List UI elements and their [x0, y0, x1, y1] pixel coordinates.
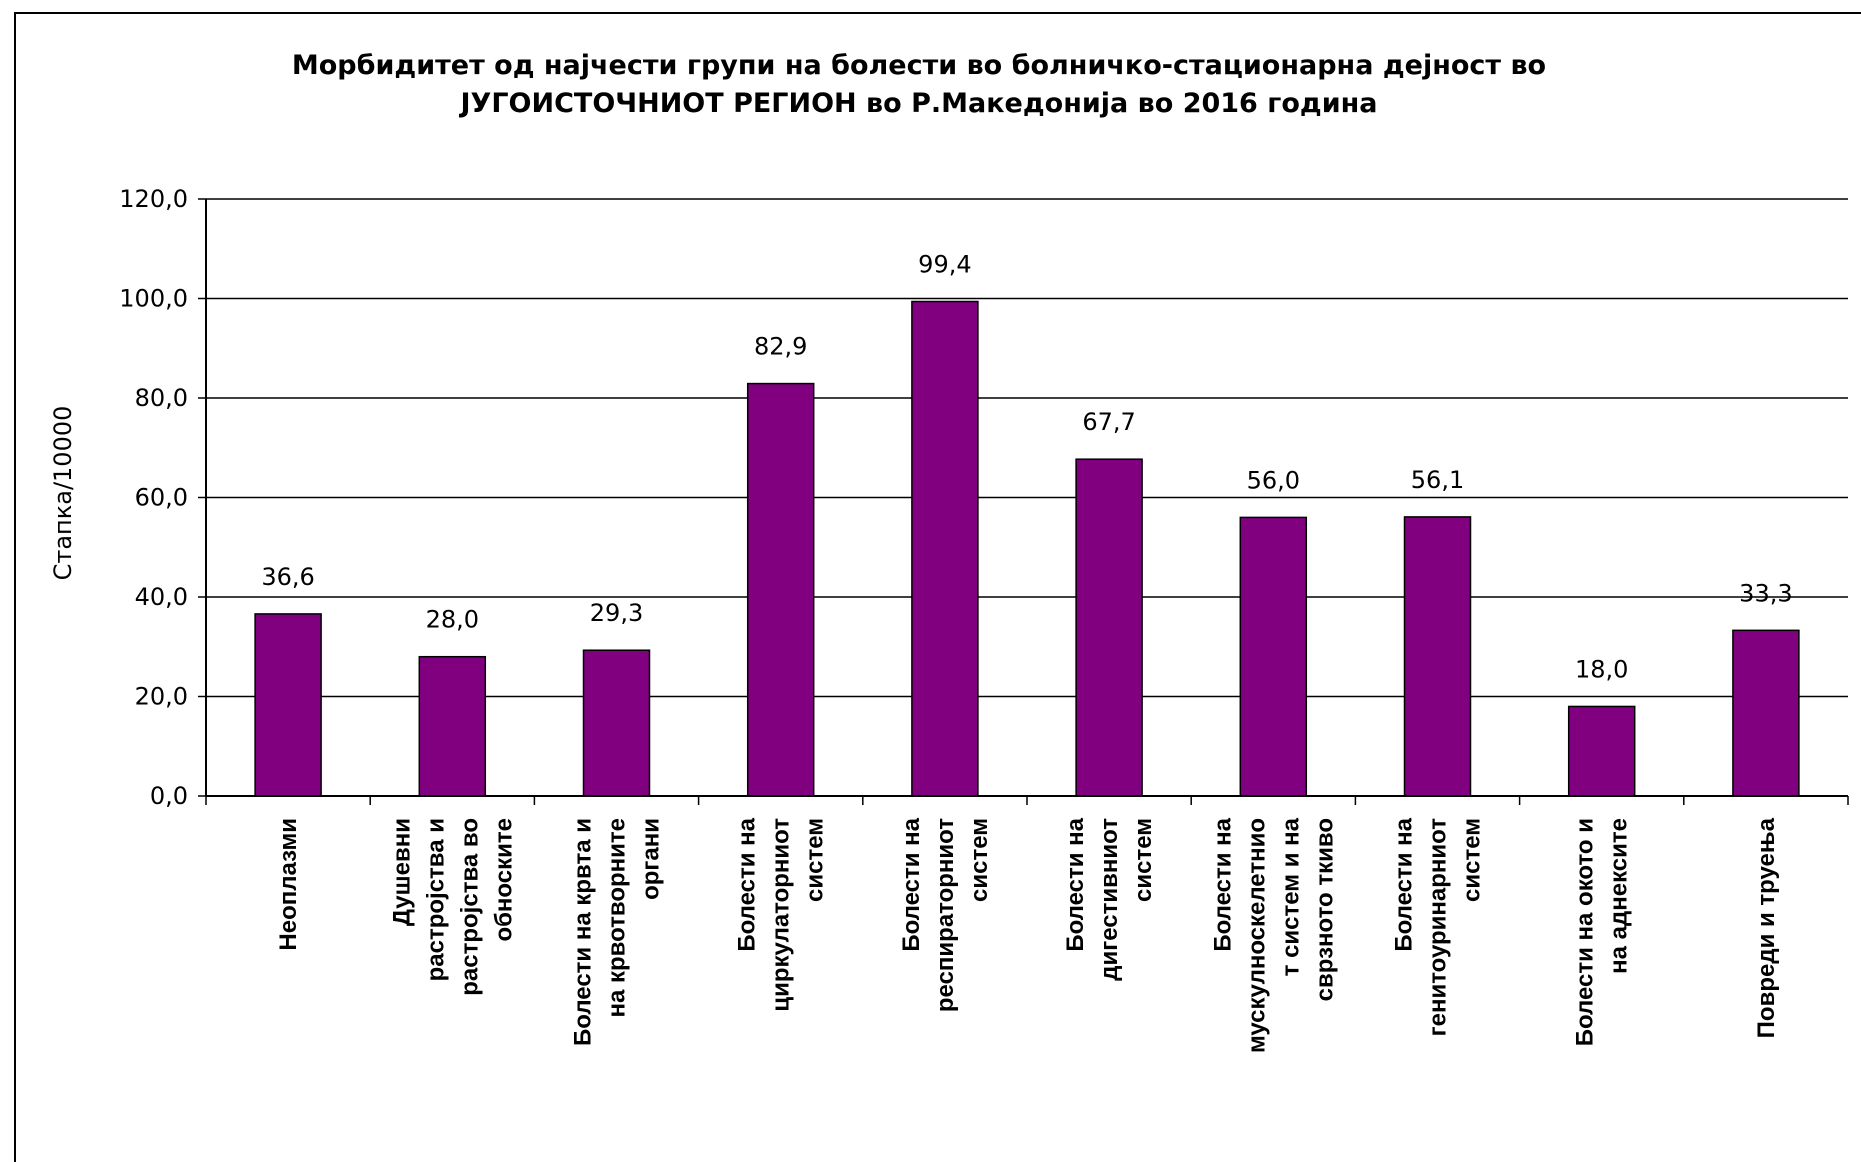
category-label-line: Неоплазми [275, 818, 302, 951]
category-label-line: на крвотворните [604, 818, 631, 1018]
category-label: Повреди и труења [1753, 817, 1780, 1038]
category-label-line: обноските [490, 818, 517, 942]
category-label: Болести на циркулаторниот систем [734, 817, 829, 1011]
bar [1403, 516, 1472, 797]
data-label: 56,0 [1247, 466, 1300, 494]
data-label: 82,9 [754, 333, 807, 361]
data-labels: 36,6 28,0 29,3 82,9 99,4 67,7 56,0 56,1 18,0 33,3 [261, 250, 1792, 683]
category-label: Болести на крвта и на крвотворните органи [570, 818, 665, 1046]
category-label-line: Болести на окото и [1572, 818, 1599, 1046]
bar [582, 649, 651, 797]
data-label: 29,3 [590, 599, 643, 627]
category-label-line: респираторниот [932, 818, 959, 1012]
category-label-line: Болести на [1391, 817, 1418, 951]
category-label-line: дигестивниот [1096, 818, 1123, 981]
y-tick-label: 0,0 [150, 782, 188, 810]
category-labels: Неоплазми Душевни растројства и растројства… [275, 817, 1780, 1053]
y-tick-label: 20,0 [135, 683, 188, 711]
data-label: 33,3 [1739, 579, 1792, 607]
y-tick-labels: 0,0 20,0 40,0 60,0 80,0 100,0 120,0 [119, 185, 188, 810]
bar [1567, 705, 1636, 797]
chart-title-line-1: Морбидитет од најчести групи на болести … [292, 50, 1546, 81]
category-label-line: Болести на крвта и [570, 818, 597, 1046]
category-label-line: систем [802, 818, 829, 902]
data-label: 67,7 [1082, 408, 1135, 436]
category-label-line: Болести на [1209, 817, 1236, 951]
category-label-line: генитоуринарниот [1425, 818, 1452, 1037]
y-tick-label: 100,0 [119, 285, 188, 313]
y-tick-label: 80,0 [135, 384, 188, 412]
category-label-line: сврзното ткиво [1311, 818, 1338, 1001]
category-label: Болести на респираторниот систем [898, 817, 993, 1012]
category-label: Болести на мускулноскелетнио т систем и на… [1209, 817, 1338, 1053]
category-label-line: органи [638, 818, 665, 900]
bar [418, 655, 487, 797]
category-label: Болести на дигестивниот систем [1062, 817, 1157, 980]
chart-title-line-2: ЈУГОИСТОЧНИОТ РЕГИОН во Р.Македонија во … [458, 88, 1377, 119]
y-axis-label: Стапка/10000 [49, 406, 77, 581]
category-label: Душевни растројства и растројства во обноск… [388, 818, 517, 996]
category-label-line: систем [966, 818, 993, 902]
gridlines [198, 198, 1848, 797]
category-label-line: Болести на [734, 817, 761, 951]
data-label: 99,4 [918, 250, 971, 278]
y-tick-label: 40,0 [135, 583, 188, 611]
category-label: Болести на окото и на аднексите [1572, 818, 1633, 1046]
category-label-line: растројства во [456, 818, 483, 996]
data-label: 36,6 [261, 563, 314, 591]
bars [254, 300, 1800, 797]
category-label-line: циркулаторниот [768, 818, 795, 1012]
category-label-line: систем [1130, 818, 1157, 902]
bar [1239, 516, 1308, 797]
data-label: 28,0 [426, 606, 479, 634]
category-label-line: растројства и [422, 818, 449, 981]
category-label-line: мускулноскелетнио [1243, 818, 1270, 1053]
category-label: Болести на генитоуринарниот систем [1391, 817, 1486, 1036]
bar [1732, 629, 1800, 797]
bar [1075, 458, 1143, 797]
category-label: Неоплазми [275, 818, 302, 951]
bar [746, 382, 815, 797]
bar [254, 613, 322, 797]
category-label-line: т систем и на [1277, 817, 1304, 976]
axes [205, 199, 1849, 805]
category-label-line: систем [1459, 818, 1486, 902]
category-label-line: на аднексите [1606, 818, 1633, 974]
y-tick-label: 60,0 [135, 484, 188, 512]
y-tick-label: 120,0 [119, 185, 188, 213]
bar [911, 300, 979, 797]
data-label: 18,0 [1575, 655, 1628, 683]
category-label-line: Повреди и труења [1753, 817, 1780, 1038]
category-label-line: Болести на [1062, 817, 1089, 951]
data-label: 56,1 [1411, 466, 1464, 494]
category-label-line: Душевни [388, 818, 415, 926]
category-label-line: Болести на [898, 817, 925, 951]
